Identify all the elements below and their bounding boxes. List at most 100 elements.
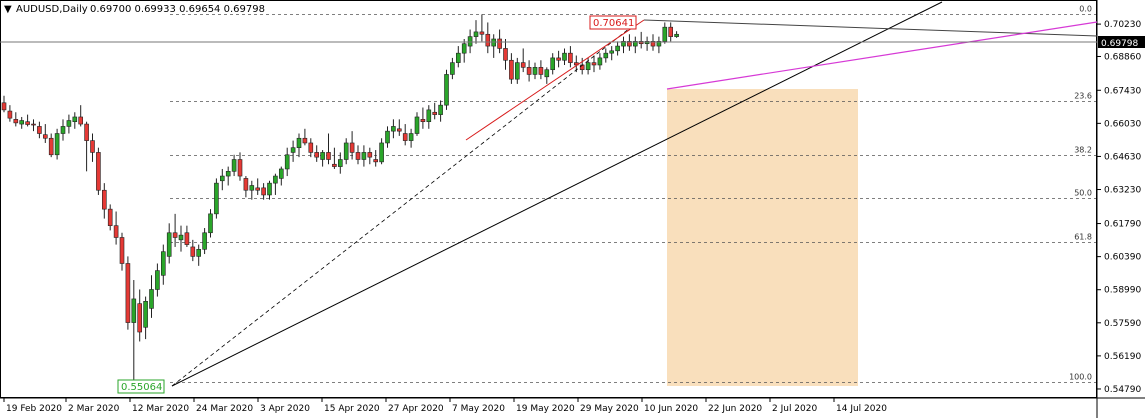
time-tick-label: 22 Jun 2020 xyxy=(708,404,762,414)
ohlc-readout: 0.69700 0.69933 0.69654 0.69798 xyxy=(90,4,265,15)
candle-body xyxy=(13,119,19,124)
candle-body xyxy=(668,26,674,37)
candle-body xyxy=(385,130,390,144)
price-tick-label: 0.60390 xyxy=(1104,253,1141,263)
candle-body xyxy=(609,50,615,54)
symbol-timeframe: AUDUSD,Daily xyxy=(16,4,88,15)
time-tick-label: 7 May 2020 xyxy=(452,404,505,414)
candle-body xyxy=(31,123,36,126)
candle-body xyxy=(326,152,331,160)
candle-body xyxy=(514,62,520,80)
fib-level-label: 61.8 xyxy=(1074,233,1092,242)
candle-body xyxy=(597,57,603,66)
candle-body xyxy=(414,116,420,134)
candle-body xyxy=(25,121,30,125)
candle-body xyxy=(208,213,213,234)
candle-body xyxy=(467,36,473,47)
candles xyxy=(1,14,679,383)
upper-triangle-line xyxy=(643,19,1098,37)
candle-body xyxy=(432,111,438,115)
time-tick-label: 24 Mar 2020 xyxy=(196,404,253,414)
candle-body xyxy=(461,43,467,54)
candle-body xyxy=(308,142,314,153)
candle-body xyxy=(603,52,609,59)
time-axis: 19 Feb 2020 2 Mar 2020 12 Mar 2020 24 Mar 2… xyxy=(3,398,887,414)
low-price-tag xyxy=(117,379,165,394)
current-price-tag xyxy=(1098,36,1145,48)
candle-body xyxy=(172,232,178,238)
time-tick-label: 19 May 2020 xyxy=(516,404,575,414)
candle-body xyxy=(408,133,414,141)
price-tick-label: 0.63230 xyxy=(1104,186,1141,196)
red-channel-line xyxy=(465,19,645,141)
high-price-tag xyxy=(589,15,637,30)
candle-body xyxy=(532,67,538,75)
candle-body xyxy=(349,142,355,153)
time-tick-label: 15 Apr 2020 xyxy=(324,404,380,414)
candle-body xyxy=(48,137,54,156)
candle-body xyxy=(438,104,443,115)
candle-body xyxy=(214,182,219,215)
candle-body xyxy=(662,26,668,42)
candle-body xyxy=(113,225,119,238)
candle-body xyxy=(190,246,196,257)
candle-body xyxy=(632,41,638,47)
candle-body xyxy=(473,31,479,37)
candle-body xyxy=(426,109,432,122)
fib-zone-box xyxy=(667,89,858,386)
candle-body xyxy=(90,140,95,153)
candle-body xyxy=(161,251,166,276)
candle-body xyxy=(444,74,449,106)
candle-body xyxy=(479,31,485,35)
candle-body xyxy=(544,69,550,78)
candle-body xyxy=(367,152,373,158)
candle-body xyxy=(302,137,308,144)
candle-body xyxy=(143,300,148,328)
candle-body xyxy=(402,133,408,141)
candle-body xyxy=(267,182,272,196)
candle-body xyxy=(137,303,142,333)
candle-body xyxy=(225,171,231,177)
price-tick-label: 0.54790 xyxy=(1104,385,1141,395)
candle-body xyxy=(638,41,644,45)
candle-body xyxy=(314,152,320,158)
candle-body xyxy=(585,62,591,71)
candle-body xyxy=(627,41,632,47)
price-tick-label: 0.61790 xyxy=(1104,220,1141,230)
candle-body xyxy=(485,33,491,47)
candle-body xyxy=(361,152,367,160)
candle-body xyxy=(166,232,172,257)
time-tick-label: 12 Mar 2020 xyxy=(132,404,189,414)
candle-body xyxy=(455,52,461,63)
fib-level-label: 100.0 xyxy=(1069,373,1092,382)
candle-body xyxy=(556,57,561,61)
candle-body xyxy=(656,41,662,47)
candle-body xyxy=(261,187,266,196)
plot-frame xyxy=(0,0,1097,398)
price-tick-label: 0.67430 xyxy=(1104,86,1141,96)
candle-body xyxy=(296,137,302,148)
trend-lines[interactable] xyxy=(171,1,1098,387)
price-tick-label: 0.56190 xyxy=(1104,352,1141,362)
candle-body xyxy=(42,134,48,139)
candle-body xyxy=(196,249,201,257)
candle-body xyxy=(391,126,396,132)
price-tick-label: 0.64630 xyxy=(1104,152,1141,162)
fibonacci-levels: 0.0 23.6 38.2 50.0 61.8 100.0 xyxy=(170,5,1096,383)
candle-body xyxy=(102,189,107,210)
time-tick-label: 19 Feb 2020 xyxy=(6,404,62,414)
chart-header-icon: ▼ xyxy=(4,4,12,15)
candle-body xyxy=(538,67,544,75)
candle-body xyxy=(7,110,13,119)
time-tick-label: 3 Apr 2020 xyxy=(260,404,310,414)
price-tick-label: 0.70230 xyxy=(1104,20,1141,30)
time-tick-label: 10 Jun 2020 xyxy=(644,404,698,414)
time-tick-label: 27 Apr 2020 xyxy=(388,404,444,414)
price-tick-label: 0.66030 xyxy=(1104,119,1141,129)
fib-level-label: 50.0 xyxy=(1074,189,1092,198)
price-tick-label: 0.68860 xyxy=(1104,52,1141,62)
candle-body xyxy=(650,41,656,47)
candle-body xyxy=(255,187,260,191)
